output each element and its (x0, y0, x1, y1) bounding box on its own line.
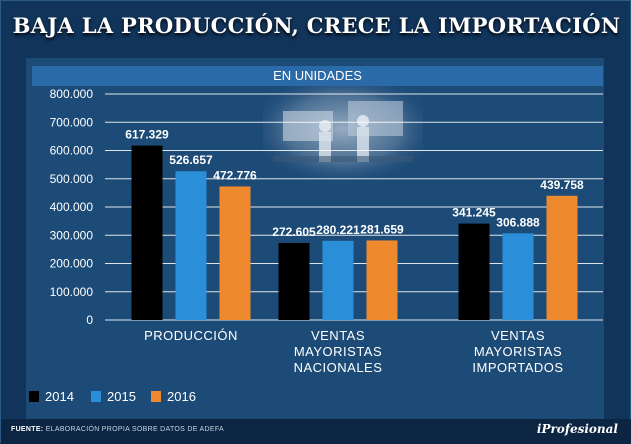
y-tick-label: 600.000 (50, 144, 94, 158)
factory-photo (263, 86, 423, 181)
x-tick-label: IMPORTADOS (472, 360, 563, 375)
data-label: 617.329 (125, 128, 169, 142)
data-label: 472.776 (213, 168, 257, 182)
bar (322, 240, 354, 320)
source-note: FUENTE: ELABORACIÓN PROPIA SOBRE DATOS D… (11, 426, 224, 433)
data-label: 281.659 (360, 222, 404, 236)
data-label: 306.888 (496, 215, 540, 229)
bar (366, 240, 398, 320)
data-label: 280.221 (316, 223, 360, 237)
x-tick-label: VENTAS (311, 328, 365, 343)
data-label: 341.245 (452, 206, 496, 220)
bar (502, 233, 534, 320)
data-label: 526.657 (169, 153, 213, 167)
bar (219, 186, 251, 320)
footer-bar (1, 419, 631, 444)
page-title: BAJA LA PRODUCCIÓN, CRECE LA IMPORTACIÓN (12, 13, 621, 38)
legend-label: 2014 (45, 389, 74, 404)
x-tick-label: PRODUCCIÓN (144, 328, 238, 343)
y-tick-label: 0 (86, 313, 93, 327)
legend-swatch (91, 391, 101, 402)
bar (131, 145, 163, 320)
bar (458, 223, 490, 320)
x-tick-label: NACIONALES (294, 360, 383, 375)
x-tick-label: MAYORISTAS (294, 344, 382, 359)
bar (546, 195, 578, 320)
brand-logo: iProfesional (536, 422, 618, 436)
x-tick-label: VENTAS (491, 328, 545, 343)
y-tick-label: 300.000 (50, 228, 94, 242)
chart-subtitle: EN UNIDADES (32, 66, 603, 86)
legend-swatch (29, 391, 39, 402)
y-tick-label: 100.000 (50, 285, 94, 299)
source-text: ELABORACIÓN PROPIA SOBRE DATOS DE ADEFA (45, 426, 225, 433)
bar (175, 171, 207, 320)
y-tick-label: 400.000 (50, 200, 94, 214)
y-tick-label: 500.000 (50, 172, 94, 186)
legend-swatch (151, 391, 161, 402)
x-tick-label: MAYORISTAS (474, 344, 562, 359)
legend-label: 2016 (167, 389, 196, 404)
y-tick-label: 800.000 (50, 87, 94, 101)
legend-label: 2015 (107, 389, 136, 404)
data-label: 272.605 (272, 225, 316, 239)
y-tick-label: 200.000 (50, 257, 94, 271)
bar (278, 242, 310, 320)
y-tick-label: 700.000 (50, 115, 94, 129)
data-label: 439.758 (540, 178, 584, 192)
source-label: FUENTE: (11, 426, 44, 433)
